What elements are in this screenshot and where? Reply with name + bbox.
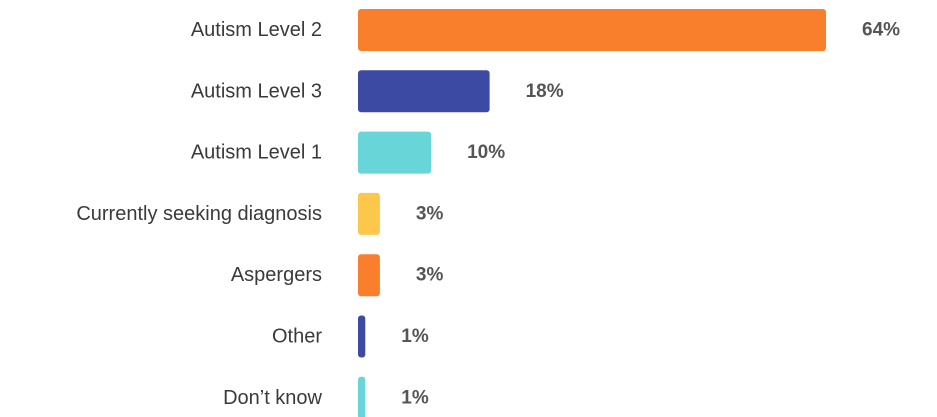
value-label-6: 1% xyxy=(401,387,429,408)
category-label-6: Don’t know xyxy=(223,387,322,409)
category-label-4: Aspergers xyxy=(231,264,322,286)
value-label-2: 10% xyxy=(467,142,505,163)
bar-1 xyxy=(358,70,490,113)
value-label-0: 64% xyxy=(862,20,900,41)
bar-5 xyxy=(358,315,366,358)
value-label-5: 1% xyxy=(401,326,429,347)
bar-4 xyxy=(358,254,380,297)
bar-2 xyxy=(358,131,432,174)
category-label-1: Autism Level 3 xyxy=(191,80,322,102)
bar-6 xyxy=(358,376,366,417)
value-label-1: 18% xyxy=(526,81,564,102)
category-label-3: Currently seeking diagnosis xyxy=(76,203,322,225)
category-label-0: Autism Level 2 xyxy=(191,19,322,41)
category-label-5: Other xyxy=(272,326,322,348)
category-label-2: Autism Level 1 xyxy=(191,142,322,164)
value-label-4: 3% xyxy=(416,265,444,286)
value-label-3: 3% xyxy=(416,203,444,224)
bar-3 xyxy=(358,192,380,235)
bar-0 xyxy=(358,9,826,51)
